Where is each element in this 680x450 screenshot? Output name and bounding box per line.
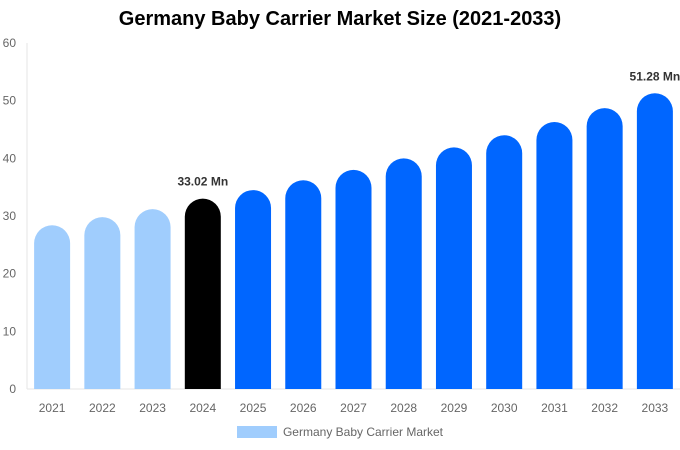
bar-2033: [636, 93, 673, 389]
x-tick-label: 2021: [39, 401, 66, 415]
bar-2021: [34, 225, 71, 389]
x-tick-label: 2030: [491, 401, 518, 415]
legend: Germany Baby Carrier Market: [0, 425, 680, 439]
x-tick-label: 2028: [390, 401, 417, 415]
bar-2022: [84, 217, 121, 389]
x-tick-label: 2029: [441, 401, 468, 415]
y-tick-label: 20: [3, 267, 17, 281]
x-tick-label: 2027: [340, 401, 367, 415]
data-label: 51.28 Mn: [630, 69, 680, 83]
y-tick-label: 60: [3, 36, 17, 50]
x-tick-label: 2032: [591, 401, 618, 415]
x-tick-label: 2026: [290, 401, 317, 415]
legend-swatch: [236, 426, 277, 438]
x-tick-label: 2023: [139, 401, 166, 415]
data-label: 33.02 Mn: [177, 175, 228, 189]
chart-title: Germany Baby Carrier Market Size (2021-2…: [118, 8, 562, 30]
x-tick-label: 2033: [642, 401, 669, 415]
y-tick-label: 10: [3, 324, 17, 338]
bar-2028: [385, 158, 422, 389]
bar-2026: [285, 180, 322, 389]
bar-2031: [536, 122, 573, 389]
bar-2025: [235, 190, 272, 389]
legend-label: Germany Baby Carrier Market: [282, 425, 444, 439]
x-tick-label: 2025: [240, 401, 267, 415]
bar-2023: [134, 209, 171, 389]
bar-2030: [486, 135, 523, 389]
y-tick-label: 30: [3, 209, 17, 223]
bar-2027: [335, 169, 372, 389]
y-tick-label: 40: [3, 151, 17, 165]
x-tick-label: 2022: [89, 401, 116, 415]
x-tick-label: 2024: [189, 401, 216, 415]
bar-2032: [586, 108, 623, 389]
y-tick-label: 50: [3, 94, 17, 108]
y-tick-label: 0: [9, 382, 16, 396]
bar-2024: [184, 198, 221, 389]
x-tick-label: 2031: [541, 401, 568, 415]
bar-2029: [435, 147, 472, 389]
